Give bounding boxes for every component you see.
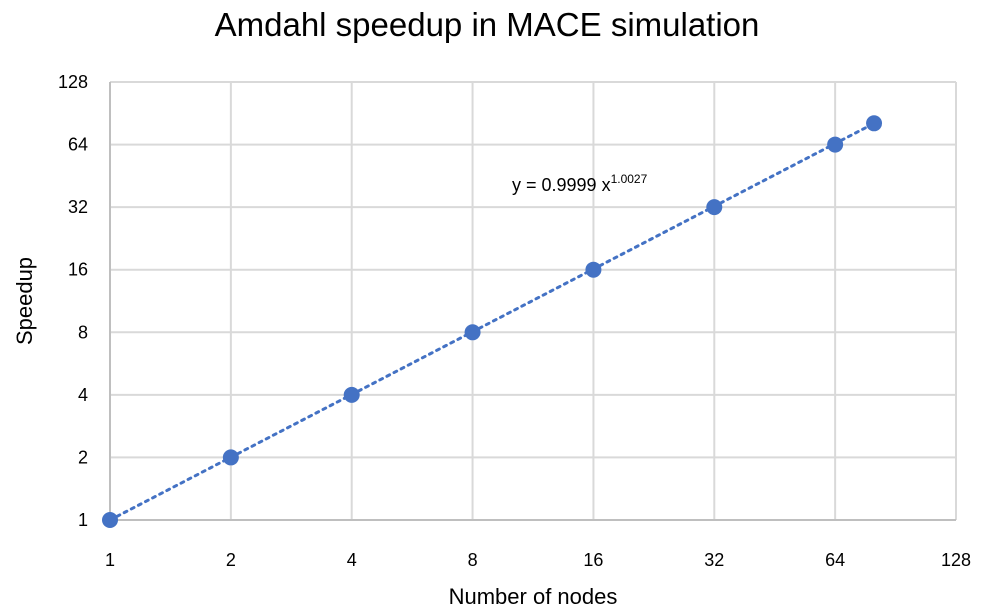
y-tick-label: 1 xyxy=(78,510,88,530)
y-tick-label: 32 xyxy=(68,197,88,217)
y-tick-label: 8 xyxy=(78,322,88,342)
data-point xyxy=(464,324,481,341)
x-tick-label: 16 xyxy=(583,550,603,570)
data-point xyxy=(102,512,118,528)
x-tick-label: 8 xyxy=(468,550,478,570)
x-tick-label: 4 xyxy=(347,550,357,570)
tick-labels: 1 2 4 8 16 32 64 128 1 2 4 8 16 32 64 128 xyxy=(58,72,971,570)
data-points xyxy=(102,115,883,528)
data-point xyxy=(222,449,239,466)
y-axis-label: Speedup xyxy=(12,257,37,345)
x-tick-label: 32 xyxy=(704,550,724,570)
y-tick-label: 128 xyxy=(58,72,88,92)
data-point xyxy=(706,199,723,216)
x-axis-label: Number of nodes xyxy=(449,584,618,609)
data-point xyxy=(343,386,360,403)
data-point xyxy=(585,261,602,278)
axis xyxy=(109,82,956,521)
y-tick-label: 2 xyxy=(78,447,88,467)
x-tick-label: 1 xyxy=(105,550,115,570)
grid-lines xyxy=(110,81,957,520)
y-tick-label: 16 xyxy=(68,260,88,280)
data-point xyxy=(827,136,844,153)
y-tick-label: 4 xyxy=(78,385,88,405)
data-point xyxy=(866,115,883,132)
y-tick-label: 64 xyxy=(68,135,88,155)
chart-title: Amdahl speedup in MACE simulation xyxy=(215,6,760,43)
x-tick-label: 2 xyxy=(226,550,236,570)
trendline-equation-exponent: 1.0027 xyxy=(611,172,648,186)
trendline-equation: y = 0.9999 x1.0027 xyxy=(512,172,648,195)
x-tick-label: 64 xyxy=(825,550,845,570)
x-tick-label: 128 xyxy=(941,550,971,570)
trendline-equation-base: y = 0.9999 x xyxy=(512,175,611,195)
